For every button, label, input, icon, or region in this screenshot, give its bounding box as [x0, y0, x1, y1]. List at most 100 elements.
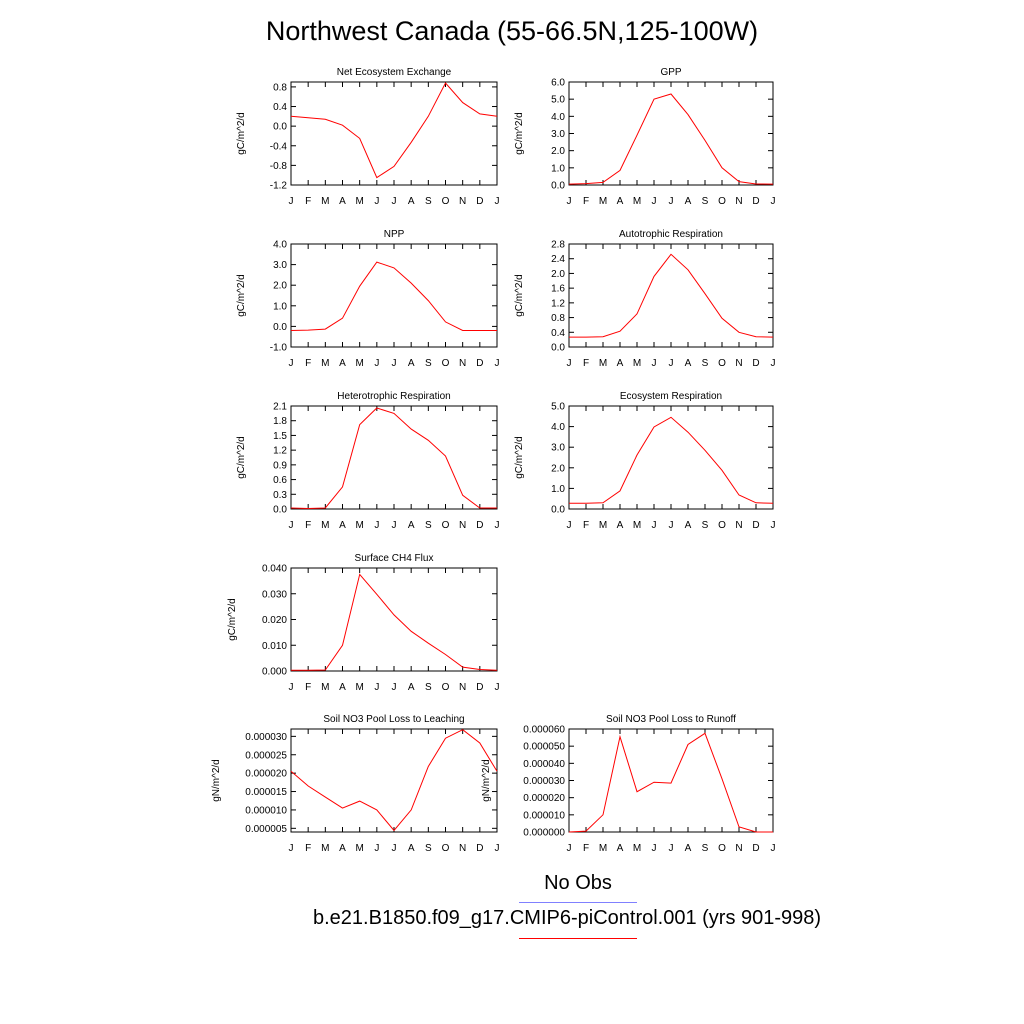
x-tick-label: F [305, 358, 311, 369]
y-tick-label: 0.0 [273, 322, 287, 333]
x-tick-label: M [599, 196, 607, 207]
x-tick-label: J [652, 520, 657, 531]
series-line [290, 82, 498, 179]
y-tick-label: 0.020 [262, 615, 287, 626]
legend-obs-label: No Obs [544, 872, 612, 894]
y-axis-label: gC/m^2/d [236, 112, 247, 155]
y-tick-label: 0.000 [262, 667, 287, 678]
y-tick-label: 0.6 [273, 475, 287, 486]
x-tick-label: J [771, 196, 776, 207]
x-tick-label: F [583, 196, 589, 207]
y-tick-label: -1.0 [270, 343, 288, 354]
x-tick-label: J [567, 358, 572, 369]
x-tick-label: M [599, 520, 607, 531]
y-tick-label: -0.8 [270, 161, 288, 172]
y-tick-label: 0.000030 [523, 776, 565, 787]
x-tick-label: S [425, 358, 432, 369]
y-axis-label: gC/m^2/d [514, 274, 525, 317]
plot-frame [290, 405, 498, 510]
x-tick-label: O [442, 843, 450, 854]
x-tick-label: O [442, 196, 450, 207]
y-tick-label: 0.9 [273, 460, 287, 471]
x-tick-label: J [392, 358, 397, 369]
x-tick-label: O [442, 358, 450, 369]
y-tick-label: 3.0 [551, 129, 565, 140]
x-tick-label: M [633, 358, 641, 369]
y-tick-label: 0.040 [262, 564, 287, 575]
y-tick-label: 2.0 [273, 281, 287, 292]
x-tick-label: N [735, 196, 742, 207]
y-tick-label: 2.8 [551, 240, 565, 251]
y-tick-label: 1.8 [273, 416, 287, 427]
plot-frame [568, 405, 774, 510]
x-tick-label: A [408, 196, 415, 207]
legend-model-label: b.e21.B1850.f09_g17.CMIP6-piControl.001 … [313, 907, 822, 929]
x-tick-label: A [339, 196, 346, 207]
x-tick-label: M [633, 520, 641, 531]
x-tick-label: F [583, 843, 589, 854]
x-tick-label: S [425, 682, 432, 693]
x-tick-label: M [321, 843, 329, 854]
x-tick-label: J [392, 196, 397, 207]
x-tick-label: A [408, 358, 415, 369]
x-tick-label: N [459, 358, 466, 369]
x-tick-label: A [339, 843, 346, 854]
y-tick-label: 1.2 [273, 446, 287, 457]
y-tick-label: 0.010 [262, 641, 287, 652]
y-tick-label: 2.1 [273, 402, 287, 413]
y-tick-label: 1.6 [551, 284, 565, 295]
y-axis-label: gC/m^2/d [227, 598, 238, 641]
x-tick-label: D [476, 843, 483, 854]
x-tick-label: J [392, 682, 397, 693]
x-tick-label: J [652, 358, 657, 369]
y-tick-label: 4.0 [551, 422, 565, 433]
x-tick-label: A [685, 843, 692, 854]
y-tick-label: 0.3 [273, 490, 287, 501]
y-tick-label: 1.0 [551, 484, 565, 495]
x-tick-label: M [633, 196, 641, 207]
x-tick-label: J [289, 358, 294, 369]
plot-frame [568, 243, 774, 348]
x-tick-label: M [321, 358, 329, 369]
x-tick-label: S [702, 520, 709, 531]
y-axis-label: gC/m^2/d [236, 274, 247, 317]
y-axis-label: gC/m^2/d [236, 436, 247, 479]
y-tick-label: -0.4 [270, 141, 288, 152]
x-tick-label: O [442, 520, 450, 531]
x-tick-label: A [339, 520, 346, 531]
x-tick-label: N [459, 196, 466, 207]
x-tick-label: J [669, 196, 674, 207]
x-tick-label: J [289, 682, 294, 693]
x-tick-label: M [355, 682, 363, 693]
x-tick-label: F [305, 682, 311, 693]
series-line [290, 407, 497, 510]
plot-frame [568, 81, 774, 186]
y-tick-label: 0.000050 [523, 742, 565, 753]
x-tick-label: J [392, 843, 397, 854]
x-tick-label: M [321, 196, 329, 207]
chart-title: Surface CH4 Flux [355, 553, 434, 564]
x-tick-label: J [669, 358, 674, 369]
x-tick-label: J [495, 358, 500, 369]
x-tick-label: D [476, 358, 483, 369]
plot-frame [290, 243, 498, 348]
x-tick-label: J [652, 196, 657, 207]
x-tick-label: J [374, 196, 379, 207]
x-tick-label: S [702, 358, 709, 369]
y-tick-label: 0.000010 [245, 805, 287, 816]
x-tick-label: N [735, 843, 742, 854]
x-tick-label: J [771, 358, 776, 369]
x-tick-label: M [599, 358, 607, 369]
legend-model-line [519, 938, 637, 939]
y-tick-label: 0.000020 [523, 793, 565, 804]
x-tick-label: J [771, 520, 776, 531]
x-tick-label: F [305, 196, 311, 207]
x-tick-label: J [289, 843, 294, 854]
x-tick-label: J [289, 196, 294, 207]
x-tick-label: N [459, 682, 466, 693]
